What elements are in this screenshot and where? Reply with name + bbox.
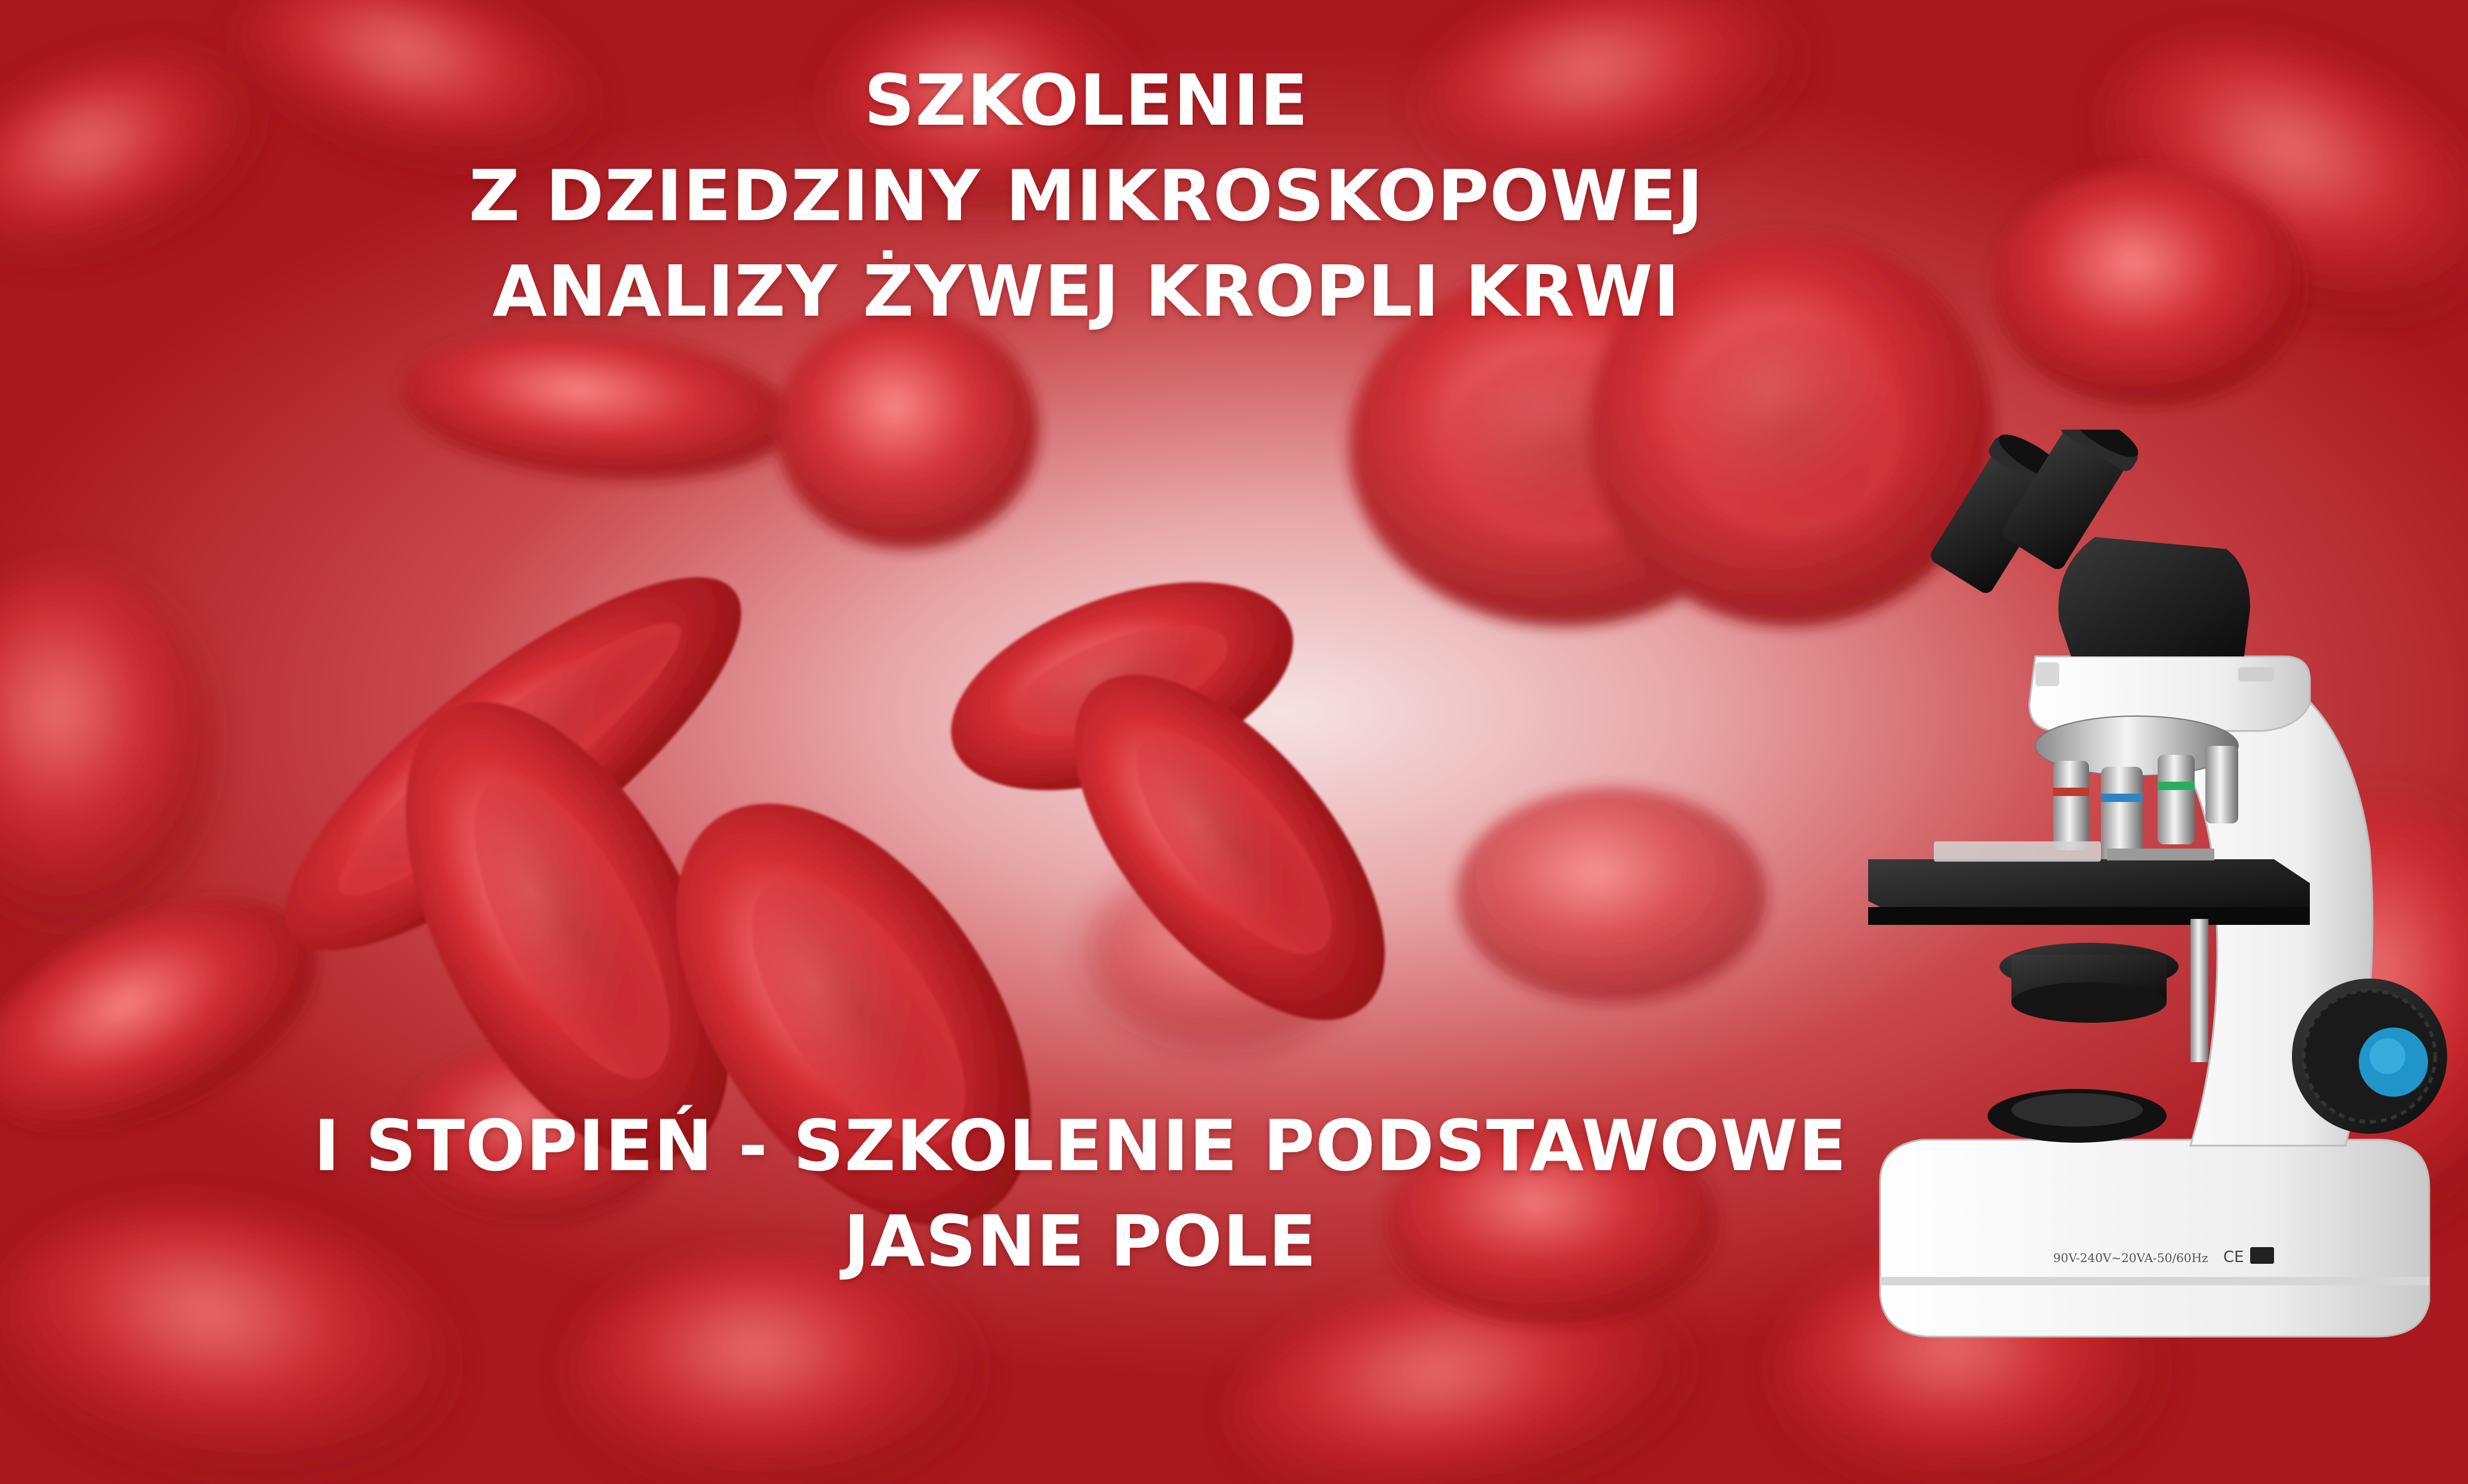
power-label: 90V-240V~20VA-50/60Hz xyxy=(2053,1251,2208,1265)
red-blood-cell-icon xyxy=(1422,0,1801,184)
red-blood-cell-icon xyxy=(676,803,1031,1226)
red-blood-cell-icon xyxy=(776,310,1039,549)
red-blood-cell-icon xyxy=(573,1253,979,1484)
red-blood-cell-icon xyxy=(1993,167,2304,406)
red-blood-cell-icon xyxy=(830,6,1140,209)
title-line-1: SZKOLENIE xyxy=(864,59,1309,141)
title-line-2: Z DZIEDZINY MIKROSKOPOWEJ xyxy=(469,155,1704,237)
red-blood-cell-icon xyxy=(1456,788,1767,1002)
red-blood-cell-icon xyxy=(0,567,215,925)
red-blood-cell-icon xyxy=(2,1207,452,1478)
red-blood-cell-icon xyxy=(1237,1279,1688,1484)
page-title: SZKOLENIE Z DZIEDZINY MIKROSKOPOWEJ ANAL… xyxy=(0,53,2173,339)
red-blood-cell-icon xyxy=(1074,674,1385,1020)
red-blood-cell-icon xyxy=(1677,322,1904,537)
ce-mark: CE xyxy=(2223,1248,2244,1266)
red-blood-cell-icon xyxy=(243,0,593,165)
title-line-3: ANALIZY ŻYWEJ KROPLI KRWI xyxy=(492,250,1680,332)
course-level: I STOPIEŃ - SZKOLENIE PODSTAWOWE JASNE P… xyxy=(0,1098,2161,1289)
subtitle-line-1: I STOPIEŃ - SZKOLENIE PODSTAWOWE xyxy=(313,1104,1847,1187)
red-blood-cell-icon xyxy=(0,899,317,1130)
red-blood-cell-icon xyxy=(405,702,729,1160)
red-blood-cell-icon xyxy=(1385,1122,1719,1325)
red-blood-cell-icon xyxy=(400,332,793,479)
subtitle-line-2: JASNE POLE xyxy=(843,1200,1317,1282)
red-blood-cell-icon xyxy=(0,55,257,255)
microscope-icon: 90V-240V~20VA-50/60Hz CE xyxy=(1868,430,2447,1338)
